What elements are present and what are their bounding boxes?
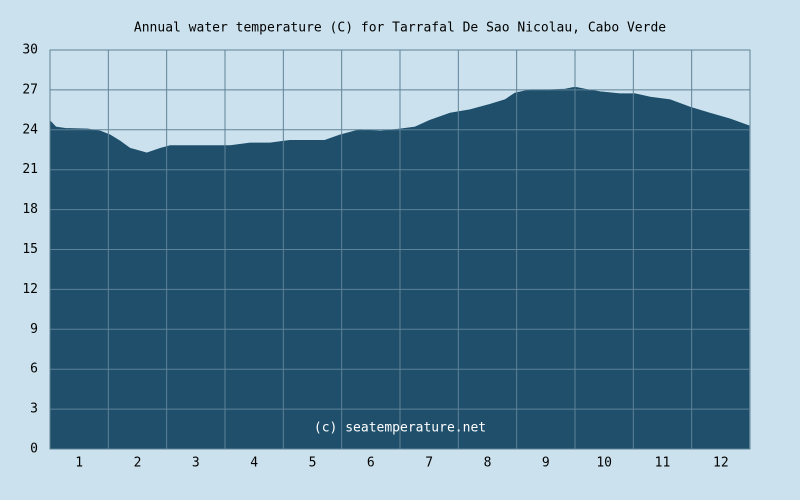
y-tick-label: 27 — [22, 82, 38, 97]
y-tick-label: 21 — [22, 162, 38, 177]
y-tick-label: 24 — [22, 122, 38, 137]
x-tick-label: 9 — [542, 456, 550, 471]
x-tick-label: 2 — [134, 456, 142, 471]
y-tick-label: 6 — [30, 362, 38, 377]
y-tick-label: 15 — [22, 242, 38, 257]
x-tick-label: 8 — [484, 456, 492, 471]
x-tick-label: 10 — [596, 456, 612, 471]
y-tick-label: 12 — [22, 282, 38, 297]
x-tick-label: 12 — [713, 456, 729, 471]
x-tick-label: 7 — [425, 456, 433, 471]
x-tick-label: 5 — [309, 456, 317, 471]
chart-title: Annual water temperature (C) for Tarrafa… — [134, 21, 666, 36]
x-tick-label: 11 — [655, 456, 671, 471]
x-tick-label: 3 — [192, 456, 200, 471]
x-tick-label: 6 — [367, 456, 375, 471]
y-tick-label: 0 — [30, 442, 38, 457]
x-tick-label: 1 — [75, 456, 83, 471]
y-tick-label: 3 — [30, 402, 38, 417]
plot-border — [49, 49, 751, 450]
x-tick-label: 4 — [250, 456, 258, 471]
y-tick-label: 18 — [22, 202, 38, 217]
y-tick-label: 30 — [22, 43, 38, 58]
y-tick-label: 9 — [30, 322, 38, 337]
watermark: (c) seatemperature.net — [314, 421, 486, 436]
